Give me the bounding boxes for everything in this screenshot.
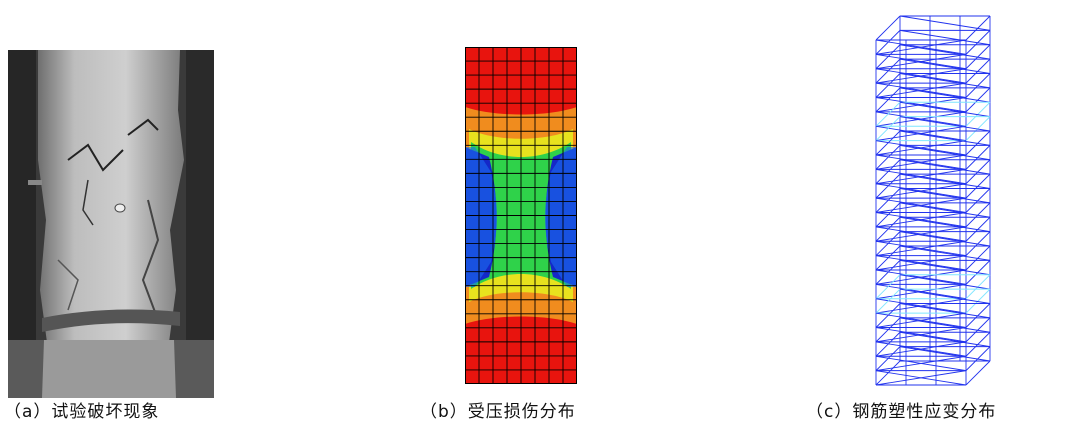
caption-a: （a）试验破坏现象 (4, 402, 160, 422)
compression-damage-contour (465, 47, 577, 384)
specimen-failure-photo (8, 50, 214, 398)
rebar-plastic-strain-wireframe (875, 15, 991, 386)
caption-c: （c）钢筋塑性应变分布 (806, 402, 997, 422)
caption-b: （b）受压损伤分布 (420, 402, 576, 422)
